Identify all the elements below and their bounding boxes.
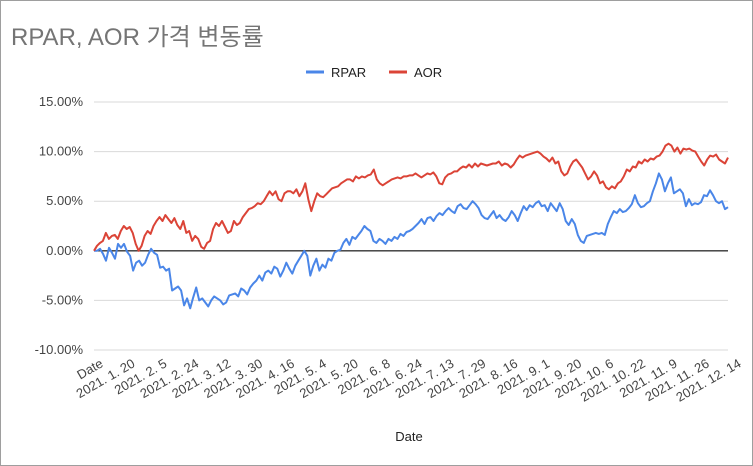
legend-label-aor: AOR <box>414 65 442 80</box>
y-tick-label: 15.00% <box>39 94 84 109</box>
gridlines <box>94 101 728 351</box>
series-line-rpar <box>94 172 729 310</box>
y-axis-ticks: 15.00% 10.00% 5.00% 0.00% -5.00% -10.00% <box>35 94 84 357</box>
y-tick-label: 10.00% <box>39 144 84 159</box>
y-tick-label: -10.00% <box>35 342 84 357</box>
legend: RPAR AOR <box>306 65 442 80</box>
series-lines <box>93 142 729 310</box>
x-axis-title: Date <box>395 429 422 444</box>
y-tick-label: -5.00% <box>42 292 84 307</box>
chart-title: RPAR, AOR 가격 변동률 <box>11 24 264 51</box>
y-tick-label: 0.00% <box>46 243 83 258</box>
series-line-aor <box>93 142 729 252</box>
legend-label-rpar: RPAR <box>331 65 366 80</box>
y-tick-label: 5.00% <box>46 193 83 208</box>
